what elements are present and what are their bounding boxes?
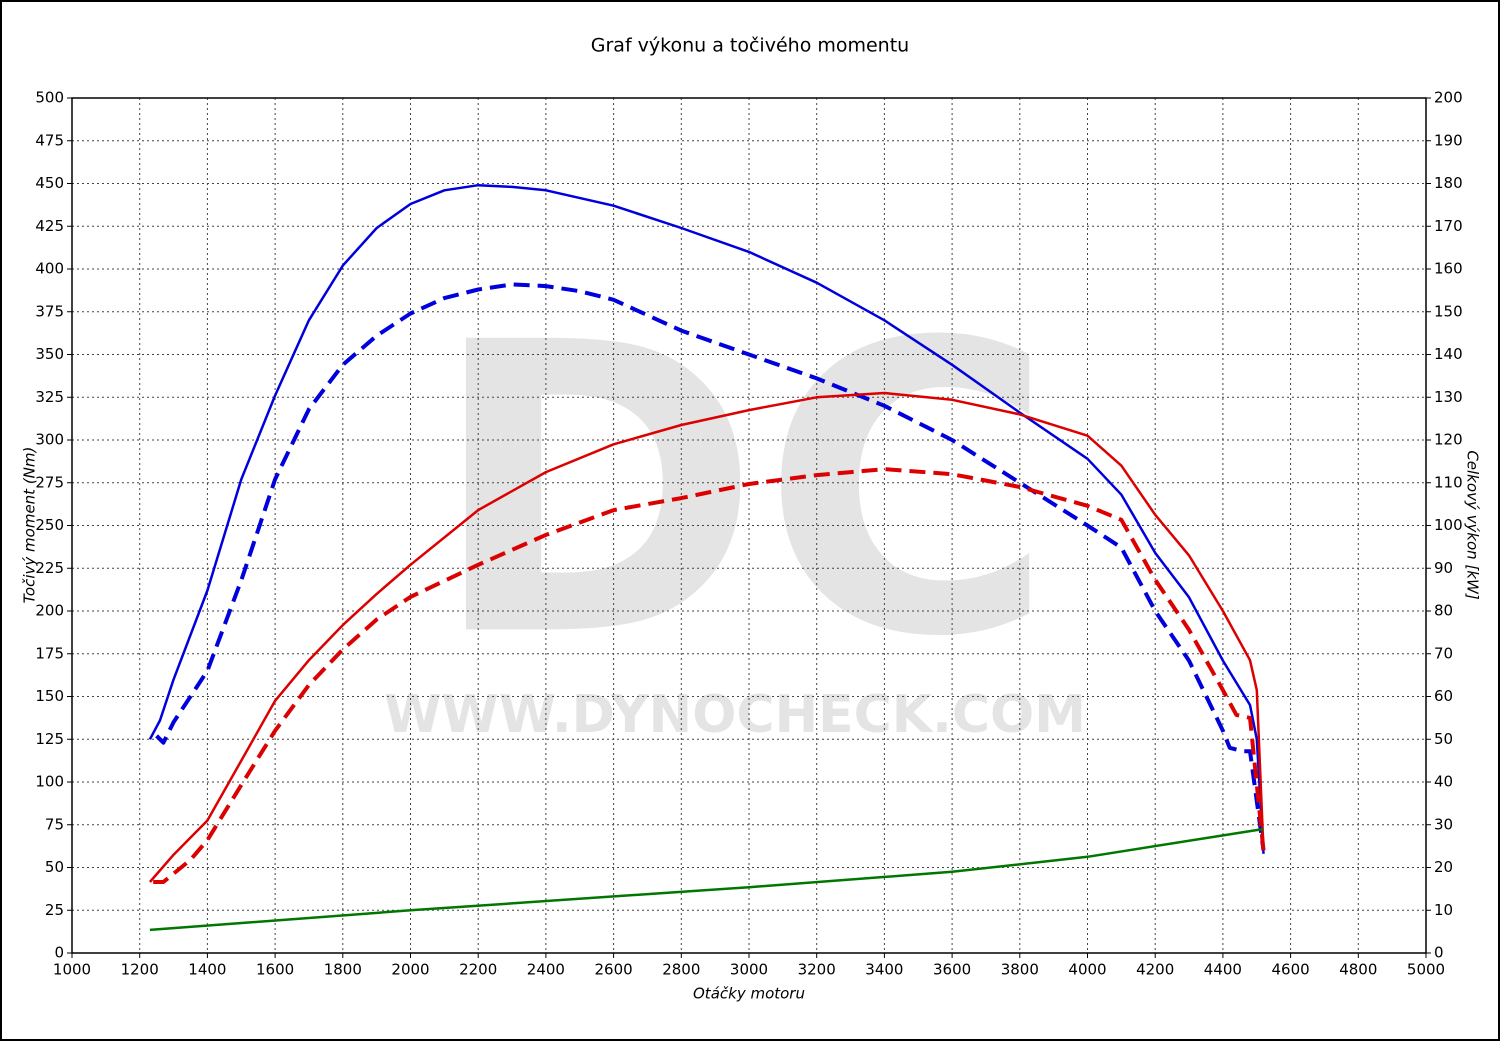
series-line xyxy=(148,183,1265,854)
x-tick-label: 3800 xyxy=(1001,961,1039,979)
x-tick-label: 2600 xyxy=(595,961,633,979)
y2-tick-label: 60 xyxy=(1434,687,1453,705)
y2-tick-label: 50 xyxy=(1434,730,1453,748)
series-line xyxy=(148,391,1265,883)
y-tick-label: 225 xyxy=(35,559,64,577)
y-tick-label: 400 xyxy=(35,260,64,278)
y2-tick-label: 180 xyxy=(1434,174,1463,192)
y-tick-label: 175 xyxy=(35,644,64,662)
x-tick-label: 4400 xyxy=(1204,961,1242,979)
x-tick-label: 2800 xyxy=(662,961,700,979)
x-tick-label: 3600 xyxy=(933,961,971,979)
x-tick-label: 3000 xyxy=(730,961,768,979)
y-tick-label: 275 xyxy=(35,473,64,491)
y-tick-label: 100 xyxy=(35,773,64,791)
y2-tick-label: 170 xyxy=(1434,217,1463,235)
y-tick-label: 350 xyxy=(35,345,64,363)
y-tick-label: 200 xyxy=(35,602,64,620)
series-line xyxy=(149,827,1264,932)
y-tick-label: 50 xyxy=(45,858,64,876)
y-tick-label: 75 xyxy=(45,815,64,833)
y2-tick-label: 80 xyxy=(1434,602,1453,620)
y-tick-label: 375 xyxy=(35,302,64,320)
chart-title: Graf výkonu a točivého momentu xyxy=(591,35,909,57)
y2-tick-label: 150 xyxy=(1434,302,1463,320)
y2-tick-label: 30 xyxy=(1434,815,1453,833)
y-tick-label: 300 xyxy=(35,431,64,449)
y-tick-label: 0 xyxy=(54,944,64,962)
y2-axis-label: Celkový výkon [kW] xyxy=(1464,450,1482,600)
x-tick-label: 2400 xyxy=(527,961,565,979)
watermark: DC xyxy=(429,259,1055,724)
x-tick-label: 1200 xyxy=(121,961,159,979)
y2-tick-label: 190 xyxy=(1434,131,1463,149)
y-tick-label: 450 xyxy=(35,174,64,192)
y2-tick-label: 110 xyxy=(1434,473,1463,491)
x-tick-label: 4200 xyxy=(1136,961,1174,979)
y2-tick-label: 100 xyxy=(1434,516,1463,534)
y2-tick-label: 200 xyxy=(1434,89,1463,107)
y2-tick-label: 10 xyxy=(1434,901,1453,919)
x-tick-label: 2200 xyxy=(459,961,497,979)
series-line xyxy=(155,282,1266,851)
x-axis-label: Otáčky motoru xyxy=(693,985,805,1003)
plot-border xyxy=(71,97,1427,954)
x-tick-label: 1800 xyxy=(324,961,362,979)
y-tick-label: 250 xyxy=(35,516,64,534)
x-tick-label: 1600 xyxy=(256,961,294,979)
x-tick-label: 1400 xyxy=(188,961,226,979)
x-tick-label: 5000 xyxy=(1407,961,1445,979)
y2-tick-label: 90 xyxy=(1434,559,1453,577)
y2-tick-label: 160 xyxy=(1434,260,1463,278)
y-tick-label: 125 xyxy=(35,730,64,748)
y2-tick-label: 70 xyxy=(1434,644,1453,662)
y-tick-label: 475 xyxy=(35,131,64,149)
y-tick-label: 500 xyxy=(35,89,64,107)
y-tick-label: 425 xyxy=(35,217,64,235)
x-tick-label: 4800 xyxy=(1339,961,1377,979)
y2-tick-label: 20 xyxy=(1434,858,1453,876)
x-tick-label: 1000 xyxy=(53,961,91,979)
y-tick-label: 25 xyxy=(45,901,64,919)
x-tick-label: 3200 xyxy=(798,961,836,979)
y2-tick-label: 140 xyxy=(1434,345,1463,363)
y2-tick-label: 120 xyxy=(1434,431,1463,449)
x-tick-label: 2000 xyxy=(391,961,429,979)
y2-tick-label: 0 xyxy=(1434,944,1444,962)
series-line xyxy=(153,467,1266,884)
x-tick-label: 3400 xyxy=(865,961,903,979)
y2-tick-label: 40 xyxy=(1434,773,1453,791)
x-tick-label: 4000 xyxy=(1068,961,1106,979)
watermark-url: WWW.DYNOCHECK.COM xyxy=(384,685,1086,745)
y-tick-label: 150 xyxy=(35,687,64,705)
x-tick-label: 4600 xyxy=(1272,961,1310,979)
y-axis-label: Točivý moment (Nm) xyxy=(21,447,39,604)
y2-tick-label: 130 xyxy=(1434,388,1463,406)
y-tick-label: 325 xyxy=(35,388,64,406)
